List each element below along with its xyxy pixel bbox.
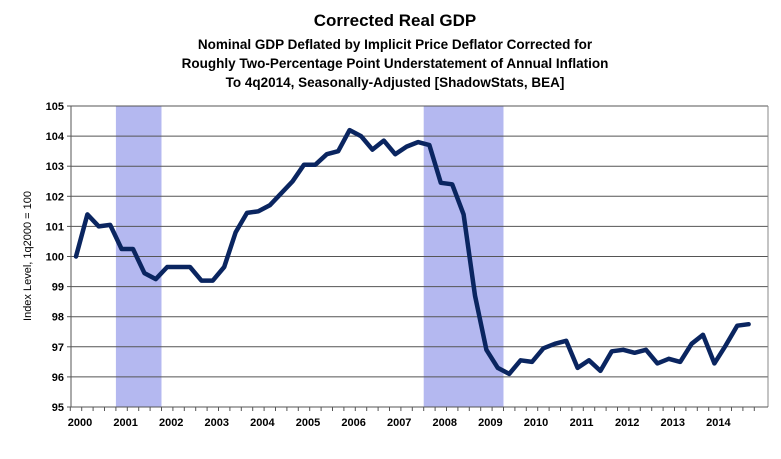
x-tick-label: 2011	[570, 417, 594, 429]
y-tick-label: 102	[46, 191, 64, 203]
y-tick-label: 97	[52, 342, 64, 354]
x-tick-label: 2003	[205, 417, 229, 429]
x-tick-label: 2010	[524, 417, 548, 429]
chart-subtitle-2: Roughly Two-Percentage Point Understatem…	[182, 56, 609, 71]
y-tick-label: 98	[52, 312, 64, 324]
x-tick-label: 2001	[113, 417, 137, 429]
x-tick-label: 2002	[159, 417, 183, 429]
x-tick-label: 2014	[706, 417, 731, 429]
x-tick-label: 2012	[615, 417, 639, 429]
y-tick-label: 103	[46, 161, 64, 173]
x-tick-label: 2008	[433, 417, 457, 429]
y-tick-label: 99	[52, 282, 64, 294]
y-tick-label: 105	[46, 101, 64, 113]
chart-subtitle-3: To 4q2014, Seasonally-Adjusted [ShadowSt…	[226, 75, 565, 90]
y-tick-label: 100	[46, 252, 64, 264]
chart-title: Corrected Real GDP	[314, 11, 477, 30]
y-tick-label: 101	[46, 221, 64, 233]
y-tick-label: 96	[52, 372, 64, 384]
y-tick-label: 104	[46, 131, 65, 143]
y-axis-label: Index Level, 1q2000 = 100	[22, 191, 34, 321]
x-tick-label: 2005	[296, 417, 320, 429]
chart-subtitle-1: Nominal GDP Deflated by Implicit Price D…	[198, 37, 593, 52]
x-tick-label: 2000	[68, 417, 92, 429]
x-tick-label: 2006	[341, 417, 365, 429]
x-tick-label: 2009	[478, 417, 502, 429]
x-tick-label: 2007	[387, 417, 411, 429]
y-tick-label: 95	[52, 402, 64, 414]
x-tick-label: 2013	[661, 417, 685, 429]
x-tick-label: 2004	[250, 417, 275, 429]
